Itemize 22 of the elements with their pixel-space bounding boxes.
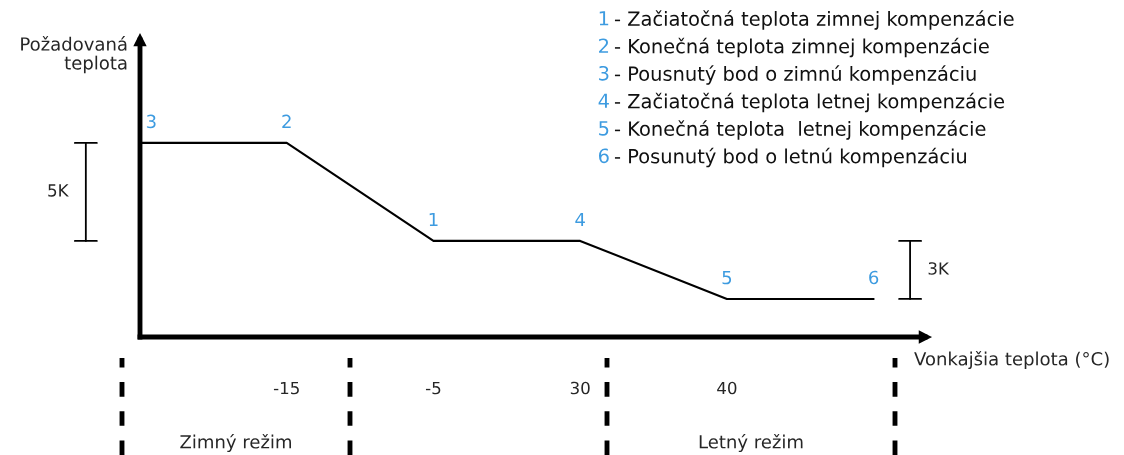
annotation: 6	[869, 270, 879, 285]
x-axis-title: Vonkajšia teplota (°C)	[914, 350, 1109, 370]
text: 4 - Začiatočná teplota letnej kompenzácie	[598, 92, 1005, 113]
text: 2 - Konečná teplota zimnej kompenzácie	[599, 37, 989, 58]
y-axis-title: Požadovaná teplota	[21, 36, 127, 74]
annotation: 5	[722, 270, 732, 285]
x-tick-label: -15	[273, 381, 299, 395]
text: Zimný režim	[180, 433, 291, 453]
x-tick-label: -5	[425, 381, 441, 395]
annotation: 2	[282, 114, 291, 129]
x-tick-label: 30	[570, 381, 590, 395]
text: 3 - Pousnutý bod o zimnú kompenzáciu	[599, 65, 976, 85]
annotation: 6 - Posunutý bod o letnú kompenzáciu	[598, 147, 966, 168]
text: 1 - Začiatočná teplota zimnej kompenzácie	[599, 10, 1014, 30]
annotation: 1	[429, 212, 438, 227]
annotation: 3	[146, 114, 156, 129]
text: 3K	[928, 262, 950, 275]
text: 5 - Konečná teplota letnej kompenzácie	[599, 120, 986, 140]
text: 5K	[48, 184, 69, 197]
annotation: 4	[575, 212, 585, 227]
x-tick-label: 40	[717, 381, 737, 395]
text: Letný režim	[699, 433, 803, 453]
